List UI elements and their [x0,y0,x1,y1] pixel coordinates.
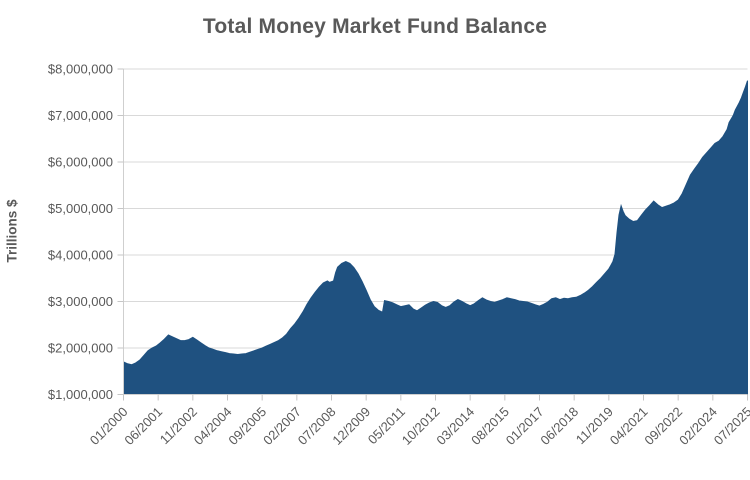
chart-title: Total Money Market Fund Balance [202,15,548,38]
y-tick-label: $3,000,000 [48,294,113,309]
x-tick-label: 10/2012 [399,404,443,448]
x-tick-label: 02/2007 [260,404,304,448]
x-tick-label: 02/2024 [676,404,720,448]
x-tick-label: 09/2005 [225,404,269,448]
y-tick-label: $7,000,000 [48,108,113,123]
x-tick-label: 06/2018 [537,404,581,448]
y-tick-label: $1,000,000 [48,387,113,402]
x-tick-label: 09/2022 [641,404,685,448]
x-tick-label: 04/2021 [607,404,651,448]
x-tick-label: 03/2014 [433,404,477,448]
y-tick-label: $5,000,000 [48,201,113,216]
x-tick-label: 07/2008 [295,404,339,448]
x-tick-label: 04/2004 [191,404,235,448]
x-tick-label: 12/2009 [329,404,373,448]
area-series [123,80,748,395]
x-tick-label: 06/2001 [121,404,165,448]
y-tick-label: $8,000,000 [48,62,113,77]
x-tick-label: 01/2017 [503,404,547,448]
x-tick-label: 08/2015 [468,404,512,448]
y-tick-label: $2,000,000 [48,341,113,356]
x-tick-label: 01/2000 [87,404,131,448]
y-tick-label: $6,000,000 [48,155,113,170]
x-tick-label: 07/2025 [711,404,750,448]
y-tick-label: $4,000,000 [48,248,113,263]
